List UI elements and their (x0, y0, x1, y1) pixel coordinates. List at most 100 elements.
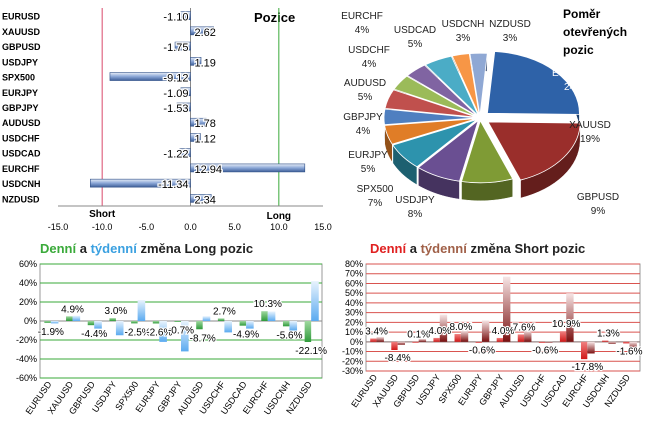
weekly-bar (460, 330, 469, 342)
category-label: EURJPY (2, 88, 38, 98)
pie-label: USDJPY (395, 195, 435, 206)
weekly-bar (503, 276, 511, 342)
category-label: USDJPY (2, 57, 38, 67)
pie-slice (393, 75, 477, 117)
position-bar (190, 57, 202, 66)
weekly-bar (115, 321, 124, 336)
pie-label: EURJPY (348, 150, 388, 161)
daily-bar (304, 321, 312, 342)
data-label: -17.8% (571, 362, 603, 373)
pie-percent: 5% (358, 92, 373, 103)
data-label: 10.9% (552, 319, 580, 330)
pie-percent: 9% (591, 206, 606, 217)
weekly-bar (72, 315, 81, 321)
data-label: -2.6% (146, 327, 172, 338)
data-label: 3.4% (365, 327, 388, 338)
value-label: -1.75 (163, 42, 188, 54)
weekly-bar (397, 341, 405, 345)
x-tick-label: 15.0 (314, 222, 332, 232)
weekly-bar (587, 341, 595, 354)
pie-slice (460, 119, 514, 184)
daily-bar (44, 321, 51, 323)
value-label: -1.09 (163, 88, 188, 100)
category-label: EURUSD (2, 12, 41, 22)
data-label: 4.0% (492, 326, 515, 337)
pie-percent: 3% (456, 33, 471, 44)
value-label: -1.53 (163, 103, 188, 115)
y-tick-label: -40% (16, 354, 37, 364)
weekly-bar (524, 330, 532, 342)
pie-slice (383, 108, 477, 126)
data-label: 3.0% (105, 306, 128, 317)
y-tick-label: 80% (345, 259, 363, 269)
value-label: -1.10 (163, 12, 188, 24)
data-label: 2.7% (213, 306, 236, 317)
data-label: -0.6% (532, 345, 558, 356)
y-tick-label: 20% (345, 317, 363, 327)
y-tick-label: 60% (19, 259, 37, 269)
x-tick-label: 0.0 (184, 222, 197, 232)
daily-bar (131, 321, 138, 324)
category-label: GBPJPY (2, 103, 39, 113)
x-tick-label: -5.0 (139, 222, 155, 232)
daily-bar (109, 318, 116, 321)
pie-label: USDCNH (442, 19, 485, 30)
data-label: -1.6% (616, 346, 642, 357)
value-label: 1.78 (195, 118, 216, 130)
y-tick-label: 10% (345, 327, 363, 337)
pie-slice (384, 89, 477, 118)
y-tick-label: 70% (345, 269, 363, 279)
positions-chart: Pozice EURUSD -1.10 XAUUSD 2.62 GBPUSD -1.75 US… (0, 0, 335, 232)
pie-title-line3: pozic (563, 43, 594, 57)
weekly-bar (545, 341, 553, 343)
position-bar (190, 117, 207, 127)
category-label: USDCAD (2, 149, 41, 159)
positions-title: Pozice (254, 10, 295, 25)
daily-bar (412, 341, 419, 343)
position-bar (180, 11, 191, 20)
positions-chart-svg: Pozice EURUSD -1.10 XAUUSD 2.62 GBPUSD -1.75 US… (2, 8, 332, 232)
daily-bar (152, 321, 160, 324)
short-change-chart: Denní a týdenní změna Short pozic 80% 70% 6… (330, 236, 650, 423)
title-part: týdenní (421, 241, 468, 256)
value-label: 12.94 (195, 164, 223, 176)
x-tick-label: -15.0 (48, 222, 69, 232)
weekly-bar (439, 314, 448, 342)
title-part: Denní (370, 241, 407, 256)
weekly-bar (418, 338, 427, 342)
value-label: -9.12 (163, 73, 188, 85)
pie-percent: 4% (356, 126, 371, 137)
y-tick-label: -60% (16, 373, 37, 383)
pie-percent: 3% (503, 33, 518, 44)
y-tick-label: 0% (350, 337, 363, 347)
pie-label: EURCHF (341, 11, 383, 22)
change-chart-title: Denní a týdenní změna Short pozic (370, 241, 585, 256)
pie-label: GBPUSD (577, 192, 619, 203)
pie-percent: 4% (362, 59, 377, 70)
daily-bar (66, 316, 73, 321)
value-label: 2.62 (195, 27, 216, 39)
daily-bar (239, 321, 247, 326)
long-change-chart-svg: Denní a týdenní změna Long pozic60%40%20… (16, 241, 328, 417)
weekly-bar (267, 311, 276, 321)
pie-label: NZDUSD (489, 19, 531, 30)
data-label: -22.1% (295, 346, 327, 357)
position-bar (176, 102, 191, 112)
ratio-pie-chart-svg: Poměr otevřených pozic EURUSD 24% XAUUSD 19% GB… (341, 7, 627, 220)
weekly-bar (608, 341, 616, 344)
pie-slice (406, 64, 478, 117)
data-label: -8.4% (385, 353, 411, 364)
value-label: 1.19 (195, 57, 216, 69)
daily-bar (87, 321, 95, 326)
pie-percent: 5% (408, 39, 423, 50)
long-change-chart: Denní a týdenní změna Long pozic 60% 40% 20… (0, 236, 328, 423)
x-tick-label: 10.0 (270, 222, 288, 232)
position-bar (190, 163, 306, 173)
weekly-bar (159, 321, 167, 342)
value-label: 1.12 (195, 133, 216, 145)
daily-bar (370, 338, 377, 342)
daily-bar (196, 321, 203, 330)
daily-bar (174, 321, 181, 322)
y-tick-label: 20% (19, 297, 37, 307)
data-label: 10.3% (254, 299, 282, 310)
